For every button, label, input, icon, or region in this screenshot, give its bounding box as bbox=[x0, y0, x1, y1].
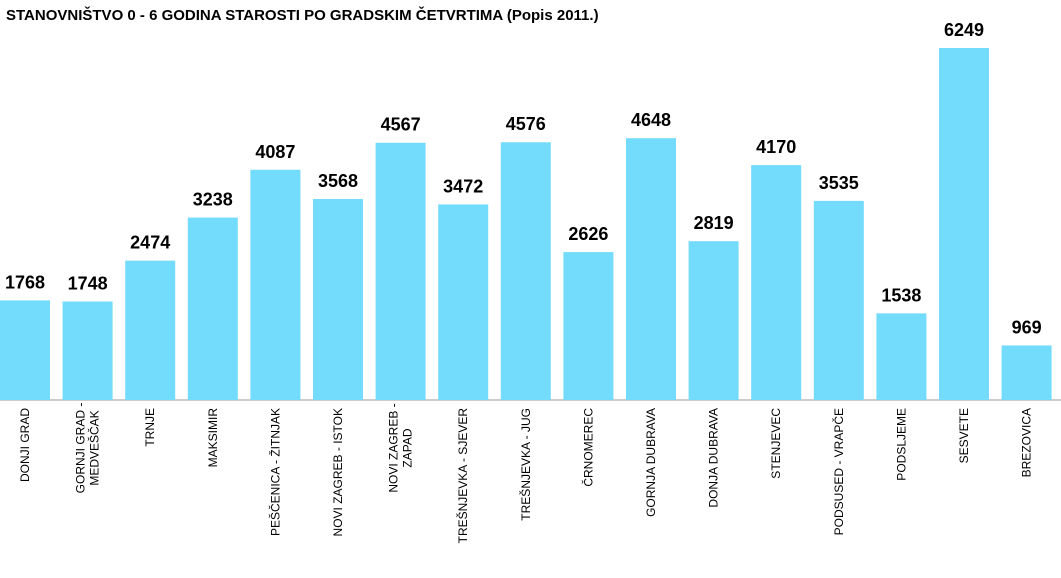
x-tick-label-line: MAKSIMIR bbox=[206, 408, 220, 468]
x-tick-label-line: TRNJE bbox=[143, 408, 157, 447]
bar bbox=[438, 204, 489, 400]
bar bbox=[250, 169, 301, 400]
x-tick-label: GORNJI GRAD -MEDVEŠČAK bbox=[74, 403, 102, 494]
x-tick-label: PEŠČENICA - ŽITNJAK bbox=[267, 408, 282, 536]
x-tick-label-line: MEDVEŠČAK bbox=[87, 410, 102, 485]
value-label: 2626 bbox=[568, 224, 608, 244]
value-label: 2819 bbox=[694, 213, 734, 233]
x-tick-label: DONJA DUBRAVA bbox=[707, 408, 721, 508]
bar bbox=[563, 252, 614, 400]
x-tick-label-line: PEŠČENICA - ŽITNJAK bbox=[267, 408, 282, 536]
bar bbox=[876, 313, 927, 400]
x-tick-label: ČRNOMEREC bbox=[580, 408, 595, 487]
bar bbox=[62, 301, 113, 400]
value-label: 6249 bbox=[944, 20, 984, 40]
x-tick-label-line: ČRNOMEREC bbox=[580, 408, 595, 487]
x-tick-label: TREŠNJEVKA - JUG bbox=[518, 408, 533, 521]
x-tick-label-line: PODSUSED - VRAPČE bbox=[831, 408, 846, 535]
value-label: 3568 bbox=[318, 171, 358, 191]
x-tick-label: DONJI GRAD bbox=[18, 408, 32, 482]
x-tick-label: TREŠNJEVKA - SJEVER bbox=[455, 408, 470, 544]
x-tick-label-line: PODSLJEME bbox=[894, 408, 908, 481]
x-tick-label-line: GORNJA DUBRAVA bbox=[644, 408, 658, 517]
x-tick-label: NOVI ZAGREB -ZAPAD bbox=[387, 403, 415, 492]
bar bbox=[1001, 345, 1052, 400]
value-label: 969 bbox=[1012, 317, 1042, 337]
bar bbox=[813, 200, 864, 400]
x-tick-label-line: TREŠNJEVKA - JUG bbox=[518, 408, 533, 521]
x-tick-label: TRNJE bbox=[143, 408, 157, 447]
x-tick-label-line: SESVETE bbox=[957, 408, 971, 463]
x-tick-label-line: GORNJI GRAD - bbox=[74, 403, 88, 494]
value-label: 4170 bbox=[756, 137, 796, 157]
bar bbox=[939, 48, 989, 400]
bar bbox=[313, 199, 363, 400]
x-tick-label-line: NOVI ZAGREB - ISTOK bbox=[331, 408, 345, 536]
x-tick-label-line: NOVI ZAGREB - bbox=[387, 403, 401, 492]
value-label: 3535 bbox=[819, 173, 859, 193]
x-tick-label: MAKSIMIR bbox=[206, 408, 220, 468]
bar bbox=[751, 165, 802, 400]
x-tick-label-line: ZAPAD bbox=[401, 428, 415, 467]
value-label: 3472 bbox=[443, 176, 483, 196]
x-tick-label: GORNJA DUBRAVA bbox=[644, 408, 658, 517]
value-label: 4567 bbox=[381, 115, 421, 135]
x-tick-label-line: TREŠNJEVKA - SJEVER bbox=[455, 408, 470, 544]
x-tick-label: SESVETE bbox=[957, 408, 971, 463]
value-label: 4087 bbox=[255, 142, 295, 162]
bar bbox=[626, 138, 676, 401]
x-tick-label: PODSUSED - VRAPČE bbox=[831, 408, 846, 535]
bar bbox=[500, 142, 551, 400]
bar bbox=[375, 142, 426, 400]
value-label: 3238 bbox=[193, 190, 233, 210]
value-label: 1768 bbox=[5, 272, 45, 292]
bar bbox=[0, 300, 50, 400]
value-label: 1748 bbox=[68, 274, 108, 294]
x-tick-label: STENJEVEC bbox=[769, 408, 783, 479]
x-tick-label: NOVI ZAGREB - ISTOK bbox=[331, 408, 345, 536]
x-tick-label-line: DONJA DUBRAVA bbox=[707, 408, 721, 508]
value-label: 2474 bbox=[130, 233, 170, 253]
value-label: 1538 bbox=[881, 285, 921, 305]
value-label: 4648 bbox=[631, 110, 671, 130]
chart-title: STANOVNIŠTVO 0 - 6 GODINA STAROSTI PO GR… bbox=[6, 6, 599, 24]
value-label: 4576 bbox=[506, 114, 546, 134]
x-tick-label: PODSLJEME bbox=[894, 408, 908, 481]
bar bbox=[187, 217, 238, 400]
x-tick-label: BREZOVICA bbox=[1020, 408, 1034, 477]
x-tick-label-line: STENJEVEC bbox=[769, 408, 783, 479]
bar bbox=[125, 260, 176, 400]
x-tick-label-line: BREZOVICA bbox=[1020, 408, 1034, 477]
x-tick-label-line: DONJI GRAD bbox=[18, 408, 32, 482]
bar bbox=[688, 241, 739, 400]
